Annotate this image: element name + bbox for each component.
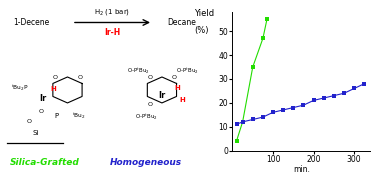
Text: O-P$^t$Bu$_2$: O-P$^t$Bu$_2$ <box>177 66 199 76</box>
Text: H: H <box>50 86 56 92</box>
Text: O: O <box>171 75 176 80</box>
Text: H: H <box>179 97 185 103</box>
Text: P: P <box>54 113 58 119</box>
Text: Si: Si <box>33 130 39 136</box>
Text: Yield: Yield <box>194 9 214 18</box>
Text: Ir: Ir <box>39 94 46 103</box>
Text: (%): (%) <box>194 26 208 35</box>
Text: Silica-Grafted: Silica-Grafted <box>10 158 80 167</box>
Text: O-P$^t$Bu$_2$: O-P$^t$Bu$_2$ <box>127 66 150 76</box>
Text: Decane: Decane <box>168 18 197 27</box>
Text: Ir: Ir <box>158 91 166 100</box>
Text: H: H <box>175 85 181 91</box>
Text: O-P$^t$Bu$_2$: O-P$^t$Bu$_2$ <box>135 112 158 122</box>
Text: O: O <box>53 75 57 80</box>
Text: O: O <box>148 102 153 107</box>
Text: H$_2$ (1 bar): H$_2$ (1 bar) <box>94 7 130 17</box>
Text: O: O <box>77 75 82 80</box>
Text: $^t$Bu$_2$P: $^t$Bu$_2$P <box>11 83 29 93</box>
Text: O: O <box>27 120 32 124</box>
Text: 1-Decene: 1-Decene <box>13 18 50 27</box>
Text: O: O <box>148 75 153 80</box>
Text: O: O <box>39 109 44 114</box>
Text: $^t$Bu$_2$: $^t$Bu$_2$ <box>72 111 86 121</box>
X-axis label: min.: min. <box>293 165 310 173</box>
Text: Homogeneous: Homogeneous <box>110 158 182 167</box>
Text: Ir-H: Ir-H <box>104 28 121 37</box>
